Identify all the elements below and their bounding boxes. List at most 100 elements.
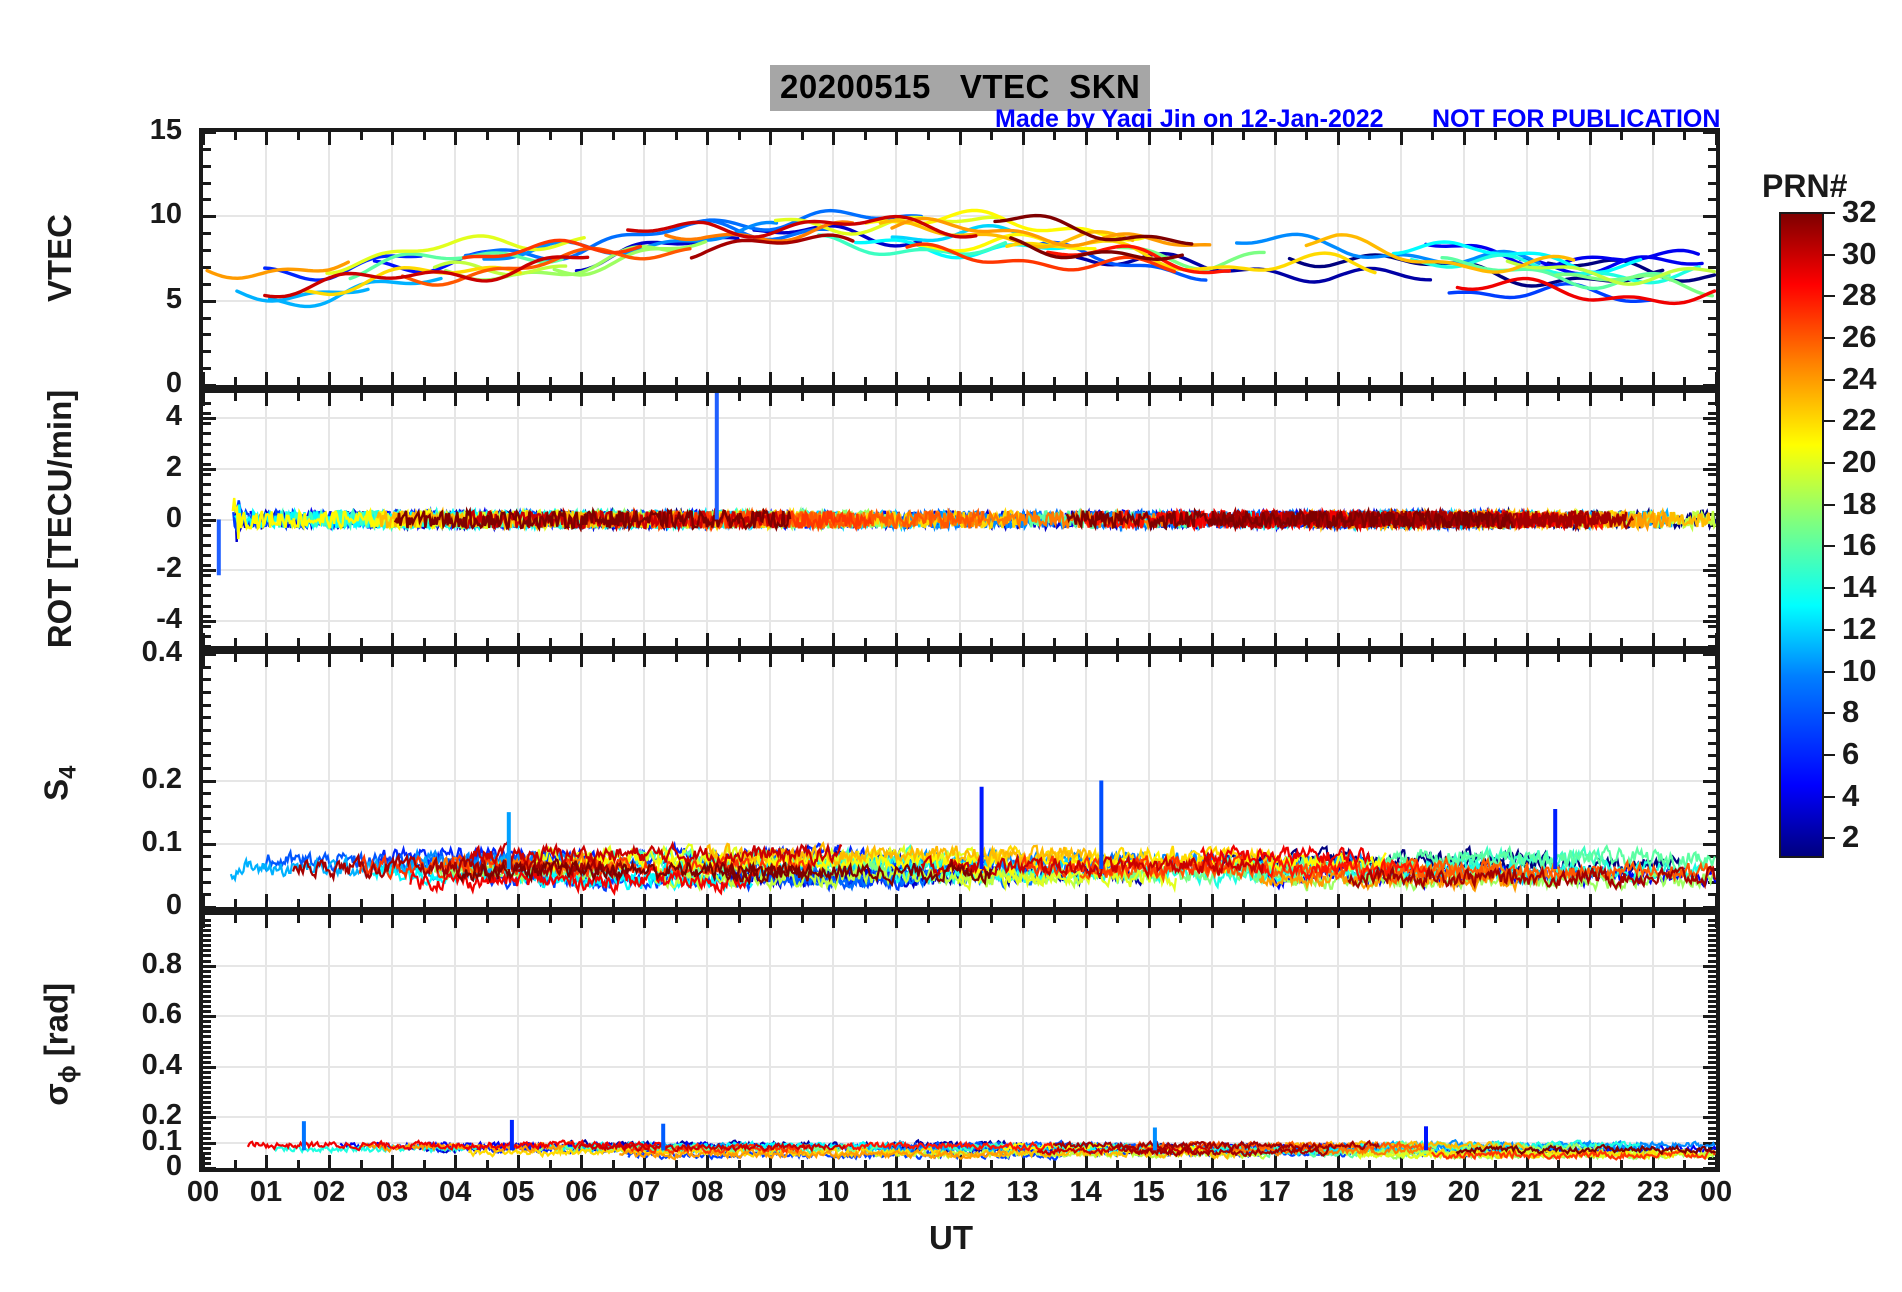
tick-major-x <box>1084 915 1088 928</box>
tick-major-x <box>769 1155 773 1168</box>
tick-minor-x <box>1620 638 1624 646</box>
tick-minor-y <box>1708 624 1716 628</box>
tick-major-x <box>958 654 962 667</box>
tick-minor-x <box>863 393 867 401</box>
tick-major-x <box>1210 1155 1214 1168</box>
tick-minor-y <box>203 1045 211 1049</box>
vtec-arc <box>890 216 1212 248</box>
tick-minor-x <box>296 915 300 923</box>
tick-minor-y <box>203 1146 211 1150</box>
tick-major-x <box>769 393 773 406</box>
tick-minor-y <box>203 944 211 948</box>
tick-minor-x <box>548 899 552 907</box>
tick-minor-x <box>737 393 741 401</box>
tick-major-x <box>832 393 836 406</box>
tick-major-x <box>1210 132 1214 145</box>
y-tick-label: 0.1 <box>141 825 182 858</box>
tick-minor-x <box>548 638 552 646</box>
vtec-arc <box>1554 272 1714 298</box>
tick-minor-y <box>1708 964 1716 968</box>
tick-major-x <box>265 633 269 646</box>
tick-major-x <box>1084 894 1088 907</box>
tick-major-y <box>203 619 216 623</box>
tick-major-x <box>517 372 521 385</box>
tick-minor-x <box>422 899 426 907</box>
tick-major-x <box>454 132 458 145</box>
tick-minor-y <box>203 949 211 953</box>
tick-minor-y <box>1708 384 1716 385</box>
tick-minor-y <box>203 594 211 598</box>
tick-major-x <box>265 372 269 385</box>
tick-minor-y <box>1708 954 1716 958</box>
tick-major-y <box>203 569 216 573</box>
vtec-arc <box>1455 276 1716 306</box>
tick-minor-y <box>1708 1035 1716 1039</box>
tick-major-x <box>1715 1155 1716 1168</box>
x-tick-label: 23 <box>1636 1176 1670 1208</box>
tick-minor-y <box>203 1020 211 1024</box>
tick-major-x <box>328 633 332 646</box>
tick-minor-x <box>990 654 994 662</box>
tick-minor-x <box>1557 915 1561 923</box>
sigma_phi-trace <box>577 1142 846 1153</box>
tick-major-x <box>391 132 395 145</box>
tick-major-x <box>1525 633 1529 646</box>
tick-major-x <box>958 132 962 145</box>
tick-major-x <box>769 915 773 928</box>
tick-major-x <box>895 1155 899 1168</box>
tick-major-x <box>1084 372 1088 385</box>
colorbar-tick <box>1824 670 1835 673</box>
tick-minor-y <box>203 299 211 303</box>
tick-major-x <box>1651 915 1655 928</box>
tick-minor-y <box>203 804 211 808</box>
tick-minor-x <box>1053 393 1057 401</box>
tick-major-x <box>328 372 332 385</box>
colorbar-tick <box>1824 337 1835 339</box>
tick-minor-x <box>548 393 552 401</box>
tick-minor-y <box>1708 855 1716 859</box>
tick-minor-y <box>203 1116 211 1120</box>
tick-minor-x <box>1242 899 1246 907</box>
s4-trace <box>957 865 1177 894</box>
gridline-v <box>1399 654 1402 907</box>
tick-minor-y <box>1708 1065 1716 1069</box>
tick-major-x <box>895 372 899 385</box>
tick-minor-y <box>1708 1060 1716 1064</box>
tick-major-x <box>958 393 962 406</box>
tick-major-x <box>203 633 205 646</box>
tick-minor-y <box>203 929 211 933</box>
tick-minor-y <box>203 779 211 783</box>
tick-major-x <box>895 393 899 406</box>
tick-minor-x <box>737 899 741 907</box>
gridline-v <box>1021 915 1024 1168</box>
vtec-arc <box>325 234 586 275</box>
tick-major-x <box>958 1155 962 1168</box>
tick-major-x <box>517 894 521 907</box>
vtec-arc <box>626 214 978 239</box>
tick-minor-y <box>1708 665 1716 669</box>
tick-minor-y <box>203 792 211 796</box>
tick-minor-y <box>1708 690 1716 694</box>
tick-minor-y <box>203 432 211 436</box>
tick-minor-x <box>1242 638 1246 646</box>
tick-minor-y <box>1708 1000 1716 1004</box>
tick-minor-y <box>1708 584 1716 588</box>
tick-minor-y <box>1708 1050 1716 1054</box>
tick-minor-y <box>1708 147 1716 151</box>
vtec-arc <box>1304 233 1576 274</box>
tick-major-x <box>1462 132 1466 145</box>
tick-major-x <box>643 894 647 907</box>
tick-minor-y <box>203 1080 211 1084</box>
colorbar-tick-label: 28 <box>1842 277 1877 313</box>
tick-minor-y <box>1708 1121 1716 1125</box>
gridline-v <box>1210 915 1213 1168</box>
tick-minor-y <box>1708 1055 1716 1059</box>
tick-major-x <box>517 654 521 667</box>
tick-minor-x <box>1431 377 1435 385</box>
tick-major-x <box>580 654 584 667</box>
tick-minor-y <box>1708 265 1716 269</box>
tick-minor-x <box>1053 915 1057 923</box>
tick-major-x <box>1273 654 1277 667</box>
gridline-v <box>643 915 646 1168</box>
tick-minor-x <box>1494 654 1498 662</box>
